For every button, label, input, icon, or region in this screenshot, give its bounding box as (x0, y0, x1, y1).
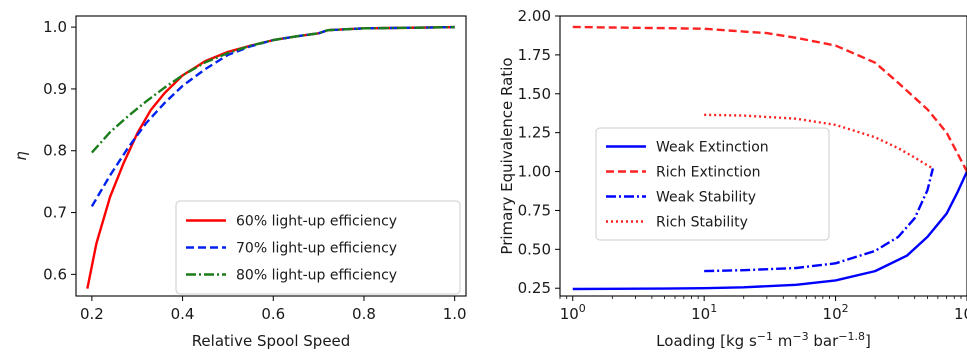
y-axis-label: η (12, 151, 30, 161)
plot-frame (75, 15, 467, 297)
legend-label-3: Rich Stability (656, 215, 748, 231)
plot-frame (559, 15, 967, 297)
y-tick-label: 0.7 (43, 204, 67, 222)
y-tick-label: 1.0 (43, 18, 67, 36)
y-tick-label: 0.50 (518, 240, 551, 258)
series-lines (86, 25, 455, 289)
y-tick-label: 0.6 (43, 265, 67, 283)
y-tick-label: 0.75 (518, 201, 551, 219)
legend-box (175, 200, 461, 295)
series-line-2 (704, 168, 935, 273)
x-tick-label: 0.8 (352, 305, 376, 323)
y-axis-label: Primary Equivalence Ratio (498, 57, 516, 254)
x-tick-label: 1.0 (443, 305, 467, 323)
series-lines (572, 25, 967, 291)
y-tick-label: 1.00 (518, 163, 551, 181)
y-tick-label: 0.9 (43, 80, 67, 98)
legend-label-2: Weak Stability (656, 190, 756, 206)
y-tick-label: 2.00 (518, 7, 551, 25)
legend: Weak Extinction Rich Extinction Weak Stabi… (595, 127, 830, 241)
y-tick-label: 1.50 (518, 85, 551, 103)
legend-label-0: Weak Extinction (656, 140, 769, 156)
y-tick-label: 0.25 (518, 279, 551, 297)
x-tick-label: 100 (560, 302, 586, 323)
series-line-2 (90, 25, 455, 154)
x-tick-label: 102 (823, 302, 849, 323)
legend-box (595, 127, 830, 241)
series-line-1 (572, 25, 967, 173)
right-chart-equivalence-ratio: 100 101 102 103 0.25 0.50 0.75 1.00 1.25 1.50 1.75… (498, 7, 967, 350)
legend-label-1: Rich Extinction (656, 165, 761, 181)
legend-label-1: 70% light-up efficiency (236, 241, 397, 257)
x-axis-label: Loading [kg s−1 m−3 bar−1.8] (656, 330, 871, 350)
series-line-0 (572, 171, 967, 291)
x-tick-label: 101 (691, 302, 717, 323)
y-tick-label: 0.8 (43, 142, 67, 160)
legend-label-0: 60% light-up efficiency (236, 214, 397, 230)
x-axis-label: Relative Spool Speed (192, 332, 351, 350)
y-tick-label: 1.25 (518, 124, 551, 142)
x-tick-label: 0.6 (261, 305, 285, 323)
y-tick-label: 1.75 (518, 46, 551, 64)
legend-label-2: 80% light-up efficiency (236, 268, 397, 284)
x-tick-label: 0.2 (80, 305, 104, 323)
left-chart-efficiency: 0.2 0.4 0.6 0.8 1.0 0.6 0.7 0.8 0.9 1.0 Relative S… (12, 15, 467, 350)
x-tick-label: 103 (954, 302, 967, 323)
x-tick-label: 0.4 (171, 305, 195, 323)
legend: 60% light-up efficiency 70% light-up effi… (175, 200, 461, 295)
